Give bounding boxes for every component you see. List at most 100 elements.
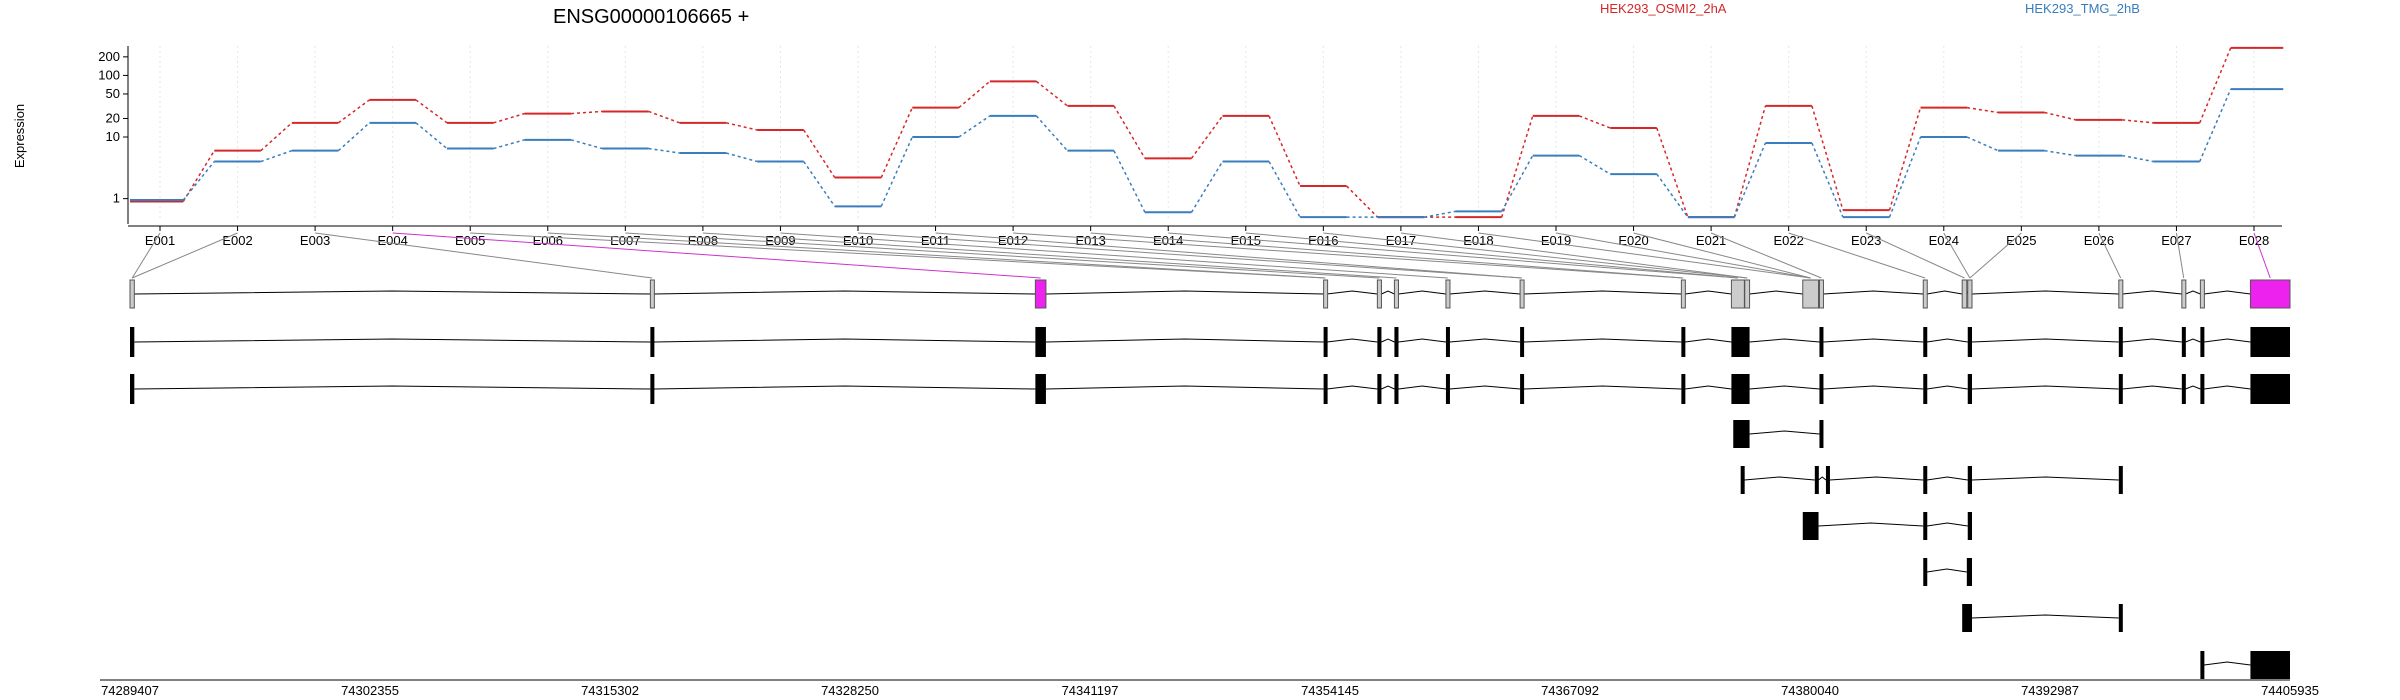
- transcript-intron: [134, 338, 651, 343]
- series-connector: [182, 161, 215, 201]
- exon-tick-label: E012: [998, 233, 1028, 248]
- gene-intron: [1523, 290, 1682, 295]
- transcript-exon: [2250, 374, 2290, 404]
- exon-tick-label: E014: [1153, 233, 1183, 248]
- y-axis-label: Expression: [12, 104, 27, 168]
- coordinate-tick-label: 74328250: [821, 683, 879, 698]
- transcript-6: [1923, 558, 1973, 586]
- gene-model: [129, 279, 2291, 309]
- exon-tick-label: E021: [1696, 233, 1726, 248]
- transcript-intron: [2122, 385, 2182, 390]
- transcript-exon: [650, 374, 655, 404]
- series-connector: [958, 80, 991, 109]
- transcript-intron: [654, 338, 1036, 343]
- exon-tick-label: E005: [455, 233, 485, 248]
- series-connector: [1578, 154, 1611, 175]
- y-ticks: 1 10 20 50 100 200: [98, 49, 128, 206]
- series-lines: [130, 46, 2284, 219]
- gene-exon: [1967, 279, 1973, 309]
- transcript-exon: [2200, 651, 2205, 679]
- gene-intron: [1045, 290, 1324, 295]
- exon-connector: [2098, 232, 2122, 279]
- gene-exon: [129, 279, 135, 309]
- transcript-exon: [1323, 374, 1328, 404]
- transcript-intron: [1398, 385, 1447, 390]
- transcript-exon: [1802, 512, 1819, 540]
- series-connector: [2199, 88, 2232, 162]
- exon-tick-label: E002: [222, 233, 252, 248]
- exon-connector: [131, 232, 238, 279]
- series-connector: [1966, 106, 1999, 114]
- series-connector: [1733, 105, 1767, 218]
- exon-tick-label: E009: [765, 233, 795, 248]
- transcript-intron: [1685, 385, 1732, 390]
- series-connector: [803, 161, 836, 207]
- exon-connector: [2253, 232, 2271, 279]
- series-connector: [725, 152, 758, 163]
- series-connector: [2122, 154, 2154, 163]
- transcript-intron: [1818, 522, 1924, 527]
- exon-connector: [1478, 232, 1811, 279]
- transcript-1: [130, 327, 2290, 357]
- series-connector: [415, 99, 448, 124]
- gene-exon: [1376, 279, 1382, 309]
- transcript-intron: [1326, 385, 1378, 390]
- transcript-exon: [1967, 327, 1973, 357]
- series-connector: [337, 122, 370, 152]
- transcript-intron: [1926, 568, 1967, 573]
- transcript-exon: [1731, 374, 1750, 404]
- exon-connector: [1090, 232, 1684, 279]
- series-connector: [1113, 150, 1146, 213]
- exon-connector: [547, 232, 1326, 279]
- transcript-4: [1740, 466, 2123, 494]
- transcript-intron: [1823, 338, 1924, 343]
- series-connector: [1733, 142, 1767, 218]
- gene-title: ENSG00000106665 +: [553, 6, 749, 28]
- series-connector: [1190, 161, 1224, 213]
- series-connector: [2199, 47, 2232, 124]
- transcript-intron: [1749, 385, 1820, 390]
- gene-intron: [134, 290, 651, 295]
- gene-exon: [1680, 279, 1686, 309]
- transcript-exon: [1819, 420, 1824, 448]
- transcript-intron: [1449, 385, 1521, 390]
- gene-exon: [1445, 279, 1451, 309]
- exon-connector: [1633, 232, 1811, 279]
- gene-exon: [1802, 279, 1820, 309]
- exon-connector: [131, 232, 161, 279]
- transcript-exon: [1819, 327, 1824, 357]
- exon-connector: [1555, 232, 1811, 279]
- exon-tick-label: E020: [1618, 233, 1648, 248]
- exon-connector: [1245, 232, 1738, 279]
- transcript-exon: [130, 374, 135, 404]
- series-connector: [1578, 115, 1611, 129]
- transcript-exon: [1740, 466, 1745, 494]
- transcript-intron: [2185, 385, 2201, 390]
- exon-tick-label: E017: [1386, 233, 1416, 248]
- series-connector: [1888, 107, 1922, 211]
- transcript-exon: [1035, 374, 1046, 404]
- transcript-exon: [650, 327, 655, 357]
- legend-series-tmg: HEK293_TMG_2hB: [2025, 1, 2140, 16]
- transcript-exon: [2250, 651, 2290, 679]
- gene-intron: [1823, 290, 1924, 295]
- transcript-intron: [654, 385, 1036, 390]
- gene-intron: [1381, 290, 1395, 295]
- gene-exon: [1922, 279, 1928, 309]
- transcript-intron: [2204, 661, 2251, 666]
- series-connector: [1888, 136, 1922, 218]
- transcript-exon: [1923, 512, 1928, 540]
- exon-tick-label: E028: [2239, 233, 2269, 248]
- exon-connector: [470, 232, 1326, 279]
- gene-exon: [1744, 279, 1751, 309]
- transcript-intron: [1523, 385, 1682, 390]
- gene-exon: [1393, 279, 1399, 309]
- transcript-exon: [1731, 327, 1750, 357]
- series-connector: [1035, 80, 1068, 107]
- transcript-exon: [1394, 374, 1399, 404]
- transcript-intron: [1744, 476, 1815, 481]
- transcript-7: [1962, 604, 2123, 632]
- exon-tick-label: E011: [921, 233, 950, 248]
- transcript-intron: [1326, 338, 1378, 343]
